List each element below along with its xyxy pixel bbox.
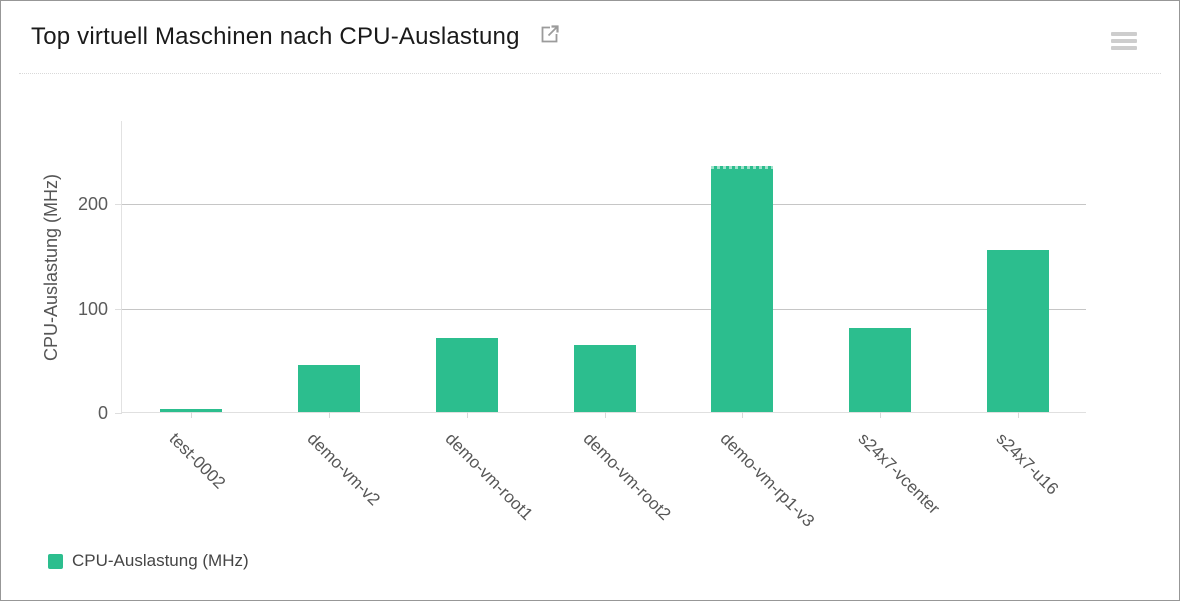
x-tick-mark-s24x7-vcenter <box>880 412 882 418</box>
x-tick-mark-demo-vm-root1 <box>466 412 468 418</box>
x-axis-label-test-0002: test-0002 <box>165 429 230 493</box>
hamburger-menu-icon[interactable] <box>1111 32 1137 50</box>
x-axis-label-demo-vm-rp1-v3: demo-vm-rp1-v3 <box>716 429 819 531</box>
x-tick-mark-test-0002 <box>190 412 192 418</box>
y-tick-mark-0 <box>115 413 122 414</box>
bar-demo-vm-rp1-v3[interactable] <box>711 165 774 412</box>
x-axis-label-demo-vm-v2: demo-vm-v2 <box>303 429 384 510</box>
legend-label: CPU-Auslastung (MHz) <box>72 551 249 570</box>
bar-demo-vm-v2[interactable] <box>297 365 360 412</box>
x-tick-mark-demo-vm-rp1-v3 <box>742 412 744 418</box>
y-tick-label-100: 100 <box>77 298 108 319</box>
bar-chart-plot-area: 0 100 200 test-0002 demo-vm-v2 demo-vm-root1 d… <box>78 121 1086 531</box>
widget-header: Top virtuell Maschinen nach CPU-Auslastu… <box>1 1 1179 73</box>
y-axis-title-wrap: CPU-Auslastung (MHz) <box>31 121 73 413</box>
x-axis-label-demo-vm-root1: demo-vm-root1 <box>441 429 537 524</box>
bar-s24x7-u16[interactable] <box>987 250 1050 412</box>
x-axis-label-s24x7-vcenter: s24x7-vcenter <box>854 429 944 518</box>
x-axis-label-s24x7-u16: s24x7-u16 <box>992 429 1063 499</box>
x-tick-mark-s24x7-u16 <box>1018 412 1020 418</box>
x-tick-mark-demo-vm-root2 <box>604 412 606 418</box>
bar-s24x7-vcenter[interactable] <box>849 327 912 412</box>
bar-test-0002[interactable] <box>159 408 222 412</box>
legend-swatch <box>48 553 63 569</box>
bar-demo-vm-root1[interactable] <box>435 337 498 412</box>
open-in-new-window-button[interactable] <box>538 25 562 49</box>
x-tick-mark-demo-vm-v2 <box>328 412 330 418</box>
gridline-100 <box>122 308 1086 310</box>
y-tick-mark-100 <box>115 308 122 310</box>
bar-demo-vm-root2[interactable] <box>573 345 636 412</box>
open-in-new-window-icon <box>538 23 561 51</box>
gridline-200 <box>122 204 1086 206</box>
legend-item-cpu-auslastung[interactable]: CPU-Auslastung (MHz) <box>48 551 249 571</box>
y-tick-mark-200 <box>115 204 122 206</box>
y-tick-label-0: 0 <box>97 403 108 423</box>
x-axis-label-demo-vm-root2: demo-vm-root2 <box>579 429 675 524</box>
y-tick-label-200: 200 <box>77 194 108 215</box>
page-title: Top virtuell Maschinen nach CPU-Auslastu… <box>31 23 520 50</box>
header-divider <box>19 73 1161 74</box>
